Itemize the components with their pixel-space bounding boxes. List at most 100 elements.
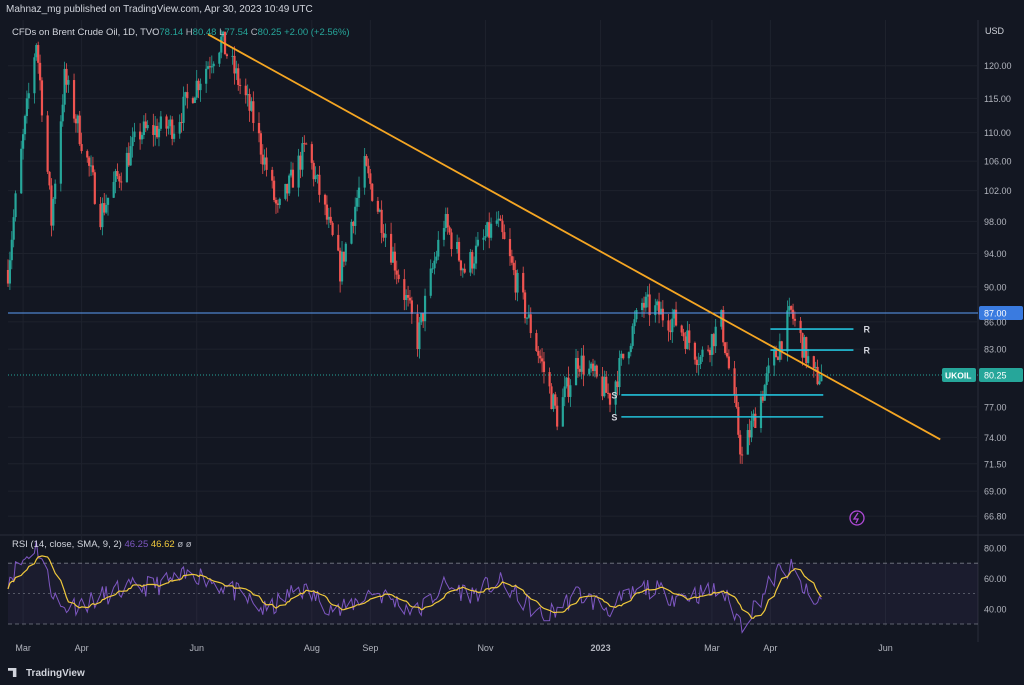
candle (561, 388, 564, 427)
x-tick-label: 2023 (591, 643, 611, 653)
candle (139, 123, 142, 150)
candle (125, 147, 128, 183)
candle (701, 346, 704, 362)
time-axis[interactable]: Mar Apr Jun Aug Sep Nov 2023 Mar Apr Jun (15, 643, 892, 653)
candle (172, 125, 176, 143)
y-tick-label: 115.00 (984, 94, 1011, 104)
candle (548, 367, 551, 394)
candle (244, 78, 247, 104)
y-tick-label: 94.00 (984, 249, 1007, 259)
candle (724, 341, 727, 355)
candle (248, 88, 251, 122)
candle (265, 147, 268, 177)
candle (656, 299, 659, 311)
candle (754, 407, 757, 429)
x-tick-label: Jun (189, 643, 204, 653)
candle (131, 127, 134, 158)
x-tick-label: Apr (763, 643, 777, 653)
level-price-text: 87.00 (984, 308, 1007, 318)
candle (727, 349, 730, 370)
candle (712, 332, 715, 355)
candle (442, 220, 446, 247)
level-label-s: S (611, 412, 617, 422)
candle (671, 308, 674, 343)
level-label-s: S (611, 390, 617, 400)
candle (329, 207, 332, 225)
lightning-icon[interactable] (849, 510, 865, 526)
candle (522, 266, 525, 300)
candle (642, 296, 646, 318)
candle (310, 141, 313, 170)
candle (197, 78, 200, 99)
candle (654, 298, 657, 323)
candle (257, 112, 261, 143)
candle (550, 383, 553, 410)
candle (369, 168, 372, 190)
candle (574, 349, 578, 386)
candle (289, 161, 293, 178)
candle (384, 223, 387, 248)
candle (231, 47, 234, 65)
rsi-y-tick: 80.00 (984, 544, 1007, 554)
currency-label: USD (985, 26, 1005, 36)
candle (807, 349, 810, 368)
candle (59, 115, 62, 192)
candle (354, 197, 357, 235)
candle (127, 142, 130, 167)
candle (40, 77, 44, 123)
candle (144, 113, 147, 133)
candle (184, 91, 187, 106)
candle (488, 212, 491, 249)
candle (476, 232, 480, 248)
candle (614, 379, 617, 415)
candle (763, 383, 766, 401)
candle (393, 243, 396, 280)
candle (525, 317, 529, 325)
candle (237, 63, 240, 91)
candle (463, 263, 466, 274)
candle (63, 61, 66, 113)
candle (471, 249, 474, 274)
candle (431, 263, 434, 274)
trendline-segment[interactable] (207, 33, 941, 441)
candle (457, 237, 461, 263)
candle (433, 252, 436, 275)
candle (582, 345, 585, 387)
candle (65, 63, 68, 93)
candle (429, 259, 432, 299)
price-axis[interactable]: 120.00 115.00 110.00 106.00 102.00 98.00 94.00… (984, 61, 1012, 521)
candle (67, 75, 70, 93)
candle (590, 361, 593, 373)
candle (765, 366, 768, 395)
last-price-text: 80.25 (984, 371, 1007, 381)
candle (80, 132, 83, 154)
y-tick-label: 77.00 (984, 402, 1007, 412)
grid-lines (0, 20, 1024, 642)
candle (367, 158, 370, 179)
candle (340, 240, 344, 285)
y-tick-label: 98.00 (984, 217, 1007, 227)
candle (786, 300, 789, 362)
candle (106, 197, 110, 216)
candle (165, 114, 168, 137)
candle (661, 300, 664, 327)
candle (246, 84, 249, 107)
candle (344, 242, 347, 266)
candle (501, 214, 504, 240)
candle (456, 234, 459, 254)
candle (499, 215, 502, 221)
tradingview-logo[interactable]: TradingView (8, 668, 85, 679)
candle (688, 323, 691, 351)
candle (607, 383, 610, 399)
y-tick-label: 83.00 (984, 345, 1007, 355)
candle (180, 113, 183, 133)
candle (657, 292, 661, 324)
candle (325, 195, 329, 225)
candle (220, 30, 223, 59)
candle (288, 173, 291, 196)
candle (406, 285, 410, 307)
candle (788, 297, 791, 317)
x-tick-label: Nov (477, 643, 494, 653)
candle (339, 247, 342, 293)
